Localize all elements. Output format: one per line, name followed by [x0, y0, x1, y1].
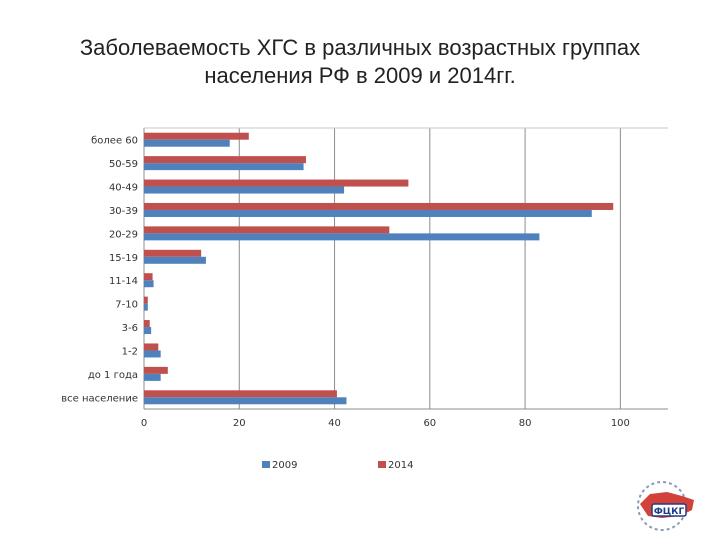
category-label-11: более 60: [91, 136, 138, 147]
category-label-6: 15-19: [109, 253, 138, 264]
category-labels: все население до 1 года 1-2 3-6 7-10 11-14 15-…: [61, 136, 138, 405]
bar-2014-1: [144, 366, 168, 374]
bar-2014-6: [144, 249, 202, 257]
bar-2014-8: [144, 202, 614, 210]
category-label-7: 20-29: [109, 229, 138, 240]
legend-swatch-2014: [378, 461, 386, 468]
bar-2009-3: [144, 327, 152, 335]
category-label-1: до 1 года: [88, 370, 138, 381]
grid-lines: [143, 127, 668, 410]
x-tick-labels: 0 20 40 60 80 100: [141, 418, 630, 429]
bar-2009-2: [144, 350, 161, 358]
bar-2014-10: [144, 156, 306, 164]
bar-2014-9: [144, 179, 409, 187]
bar-2009-4: [144, 303, 148, 311]
bar-2009-6: [144, 256, 206, 264]
bar-2014-11: [144, 132, 249, 140]
bar-2009-9: [144, 186, 345, 194]
bar-2014-2: [144, 343, 159, 351]
bar-2009-5: [144, 280, 154, 288]
bar-2009-8: [144, 209, 592, 217]
bar-2014-4: [144, 296, 148, 304]
organization-logo: ФЦКГ: [622, 476, 712, 536]
bar-2009-10: [144, 163, 304, 171]
category-label-0: все население: [61, 393, 138, 404]
legend: 2009 2014: [262, 460, 413, 471]
bar-2014-7: [144, 226, 390, 234]
chart-title: Заболеваемость ХГС в различных возрастны…: [79, 35, 641, 88]
bar-2009-1: [144, 373, 161, 381]
logo-text: ФЦКГ: [654, 507, 685, 517]
category-label-9: 40-49: [109, 183, 138, 194]
category-label-4: 7-10: [115, 300, 138, 311]
bar-2014-5: [144, 273, 153, 281]
category-label-5: 11-14: [109, 276, 138, 287]
bar-2014-0: [144, 390, 337, 398]
category-label-2: 1-2: [122, 346, 138, 357]
category-label-3: 3-6: [122, 323, 138, 334]
x-tick-label-4: 80: [519, 418, 532, 429]
legend-label-2014: 2014: [388, 460, 413, 471]
bar-2014-3: [144, 320, 150, 328]
bar-2009-7: [144, 233, 540, 241]
category-label-10: 50-59: [109, 159, 138, 170]
x-tick-label-2: 40: [328, 418, 341, 429]
x-tick-label-1: 20: [233, 418, 246, 429]
x-tick-label-0: 0: [141, 418, 147, 429]
legend-swatch-2009: [262, 461, 270, 468]
category-label-8: 30-39: [109, 206, 138, 217]
x-tick-label-3: 60: [423, 418, 436, 429]
bar-2009-11: [144, 139, 230, 147]
bar-2009-0: [144, 397, 347, 405]
legend-label-2009: 2009: [272, 460, 297, 471]
x-tick-label-5: 100: [611, 418, 630, 429]
bars: [144, 132, 614, 405]
